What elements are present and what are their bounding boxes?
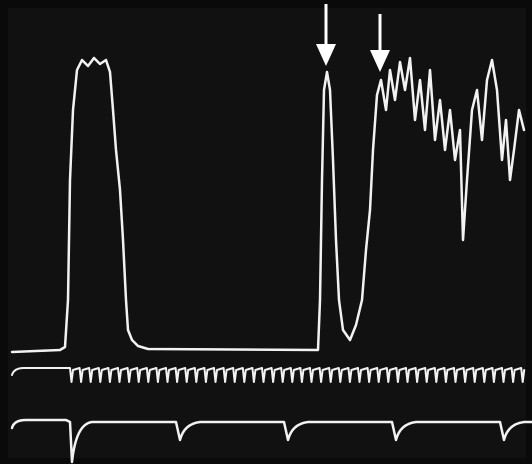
respiration-trace — [10, 418, 532, 464]
main-trace — [10, 56, 526, 354]
arrow — [316, 4, 336, 66]
arrow — [370, 14, 390, 72]
screen-area — [8, 8, 526, 458]
ecg-trace — [11, 367, 526, 383]
